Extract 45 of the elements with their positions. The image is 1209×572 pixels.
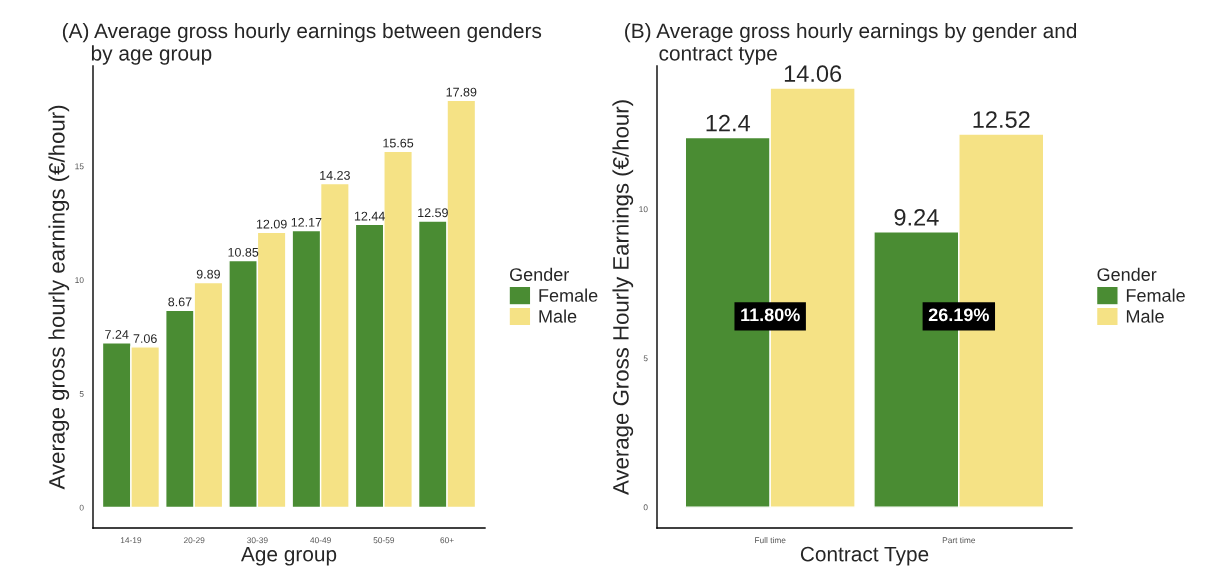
data-label: 9.89 — [196, 269, 220, 279]
data-label: 12.52 — [973, 111, 1030, 128]
data-label: 8.67 — [168, 297, 192, 307]
y-tick-label: 15 — [75, 163, 84, 170]
data-label: 15.65 — [383, 138, 414, 148]
data-label: 7.06 — [133, 334, 157, 343]
data-label: 9.24 — [894, 208, 939, 226]
data-label: 12.09 — [256, 219, 287, 229]
legend-label: Female — [539, 288, 598, 302]
legend-label: Male — [1126, 309, 1164, 323]
x-tick-label: 60+ — [440, 537, 454, 544]
legend-label: Female — [1126, 288, 1185, 302]
chart-title: (B) Average gross hourly earnings by gender and contract type — [625, 22, 1077, 65]
data-label: 12.17 — [291, 217, 322, 227]
y-tick-label: 5 — [643, 355, 648, 362]
y-tick-label: 0 — [79, 504, 84, 511]
y-axis-title: Average Gross Hourly Earnings (€/hour) — [612, 100, 634, 495]
annotation: 26.19% — [928, 308, 989, 322]
annotation: 11.80% — [741, 308, 800, 322]
y-tick-label: 10 — [75, 277, 84, 284]
y-tick-label: 10 — [639, 206, 648, 213]
y-axis-title: Average gross hourly earnings (€/hour) — [48, 105, 70, 490]
legend-label: Male — [539, 309, 577, 323]
data-label: 17.89 — [446, 87, 477, 97]
x-axis-title: Age group — [240, 546, 337, 566]
data-label: 7.24 — [105, 330, 129, 339]
x-tick-label: 20-29 — [183, 537, 205, 544]
data-label: 14.06 — [784, 65, 842, 82]
data-label: 12.44 — [354, 211, 385, 221]
y-tick-label: 0 — [643, 504, 648, 511]
x-tick-label: 40-49 — [310, 537, 331, 544]
legend-title: Gender — [1097, 267, 1157, 281]
y-tick-label: 5 — [79, 391, 84, 397]
x-tick-label: 50-59 — [373, 537, 395, 544]
x-tick-label: Full time — [755, 537, 786, 544]
x-tick-label: 30-39 — [247, 537, 268, 544]
data-label: 12.59 — [418, 208, 448, 218]
x-tick-label: 14-19 — [120, 537, 142, 544]
data-label: 12.4 — [706, 114, 751, 132]
x-axis-title: Contract Type — [800, 546, 929, 566]
data-label: 14.23 — [320, 170, 350, 180]
chart-title: (A) Average gross hourly earnings between genders by age group — [62, 22, 542, 65]
data-label: 10.85 — [228, 247, 259, 257]
legend-title: Gender — [510, 267, 570, 281]
x-tick-label: Part time — [942, 537, 976, 544]
